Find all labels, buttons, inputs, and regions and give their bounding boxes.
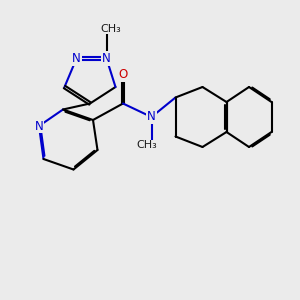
Text: N: N — [147, 110, 156, 124]
Text: O: O — [118, 68, 127, 82]
Text: N: N — [34, 119, 43, 133]
Text: N: N — [102, 52, 111, 65]
Text: CH₃: CH₃ — [100, 23, 122, 34]
Text: CH₃: CH₃ — [136, 140, 158, 151]
Text: N: N — [72, 52, 81, 65]
